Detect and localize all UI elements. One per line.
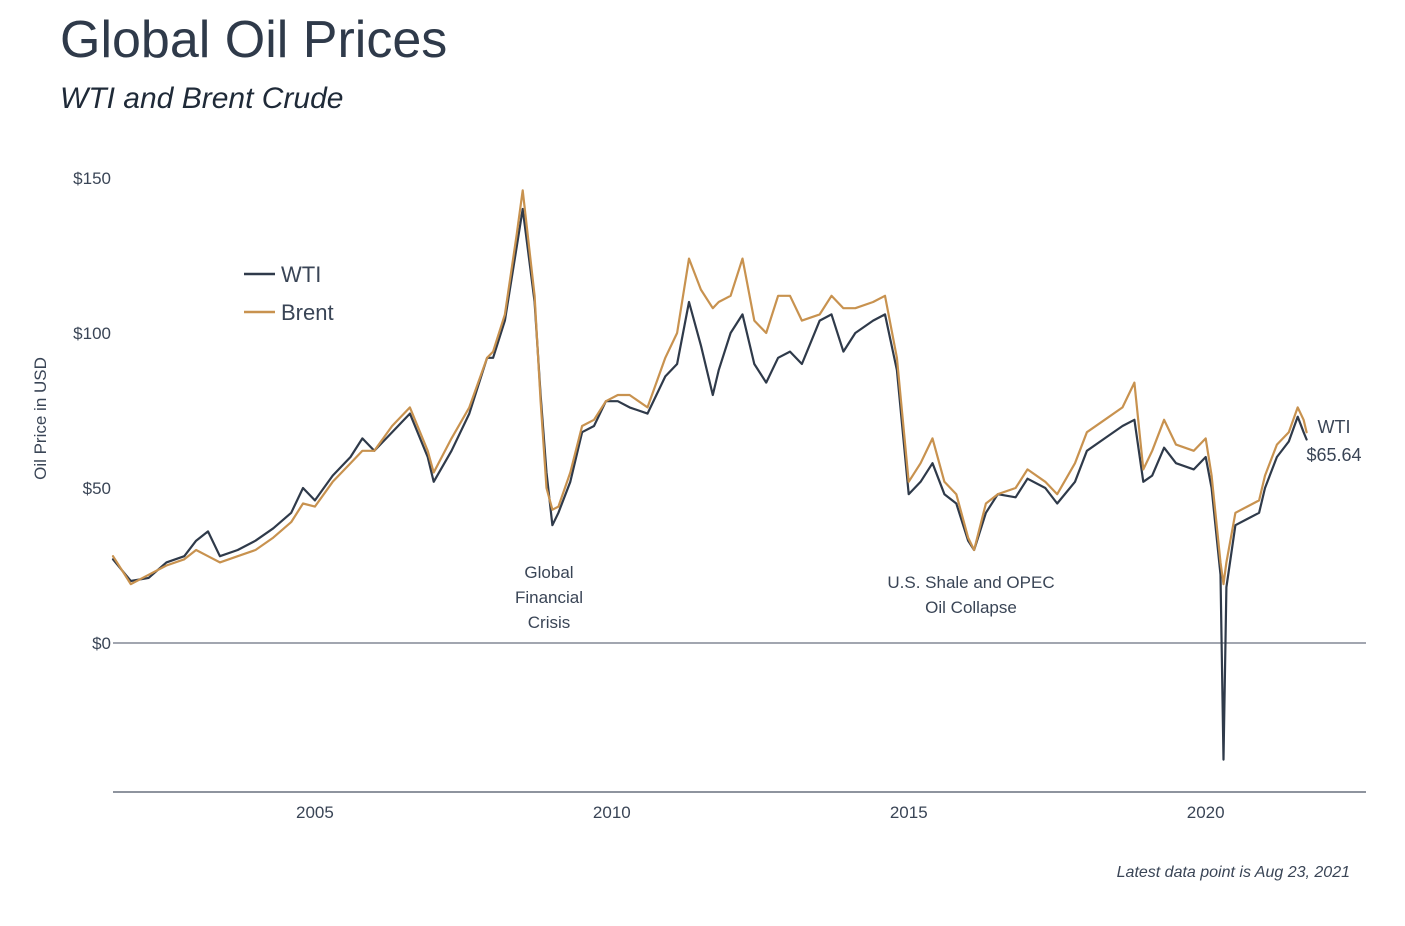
x-tick-label: 2010 [593, 803, 631, 822]
end-label-value: $65.64 [1306, 445, 1361, 465]
x-tick-label: 2005 [296, 803, 334, 822]
x-axis: 2005 2010 2015 2020 [113, 791, 1366, 822]
y-axis-title: Oil Price in USD [31, 357, 50, 480]
annotation-gfc-line: Global [524, 563, 573, 582]
annotation-gfc-line: Financial [515, 588, 583, 607]
chart-title: Global Oil Prices [60, 11, 448, 69]
x-tick-label: 2015 [890, 803, 928, 822]
y-tick-label: $50 [83, 479, 111, 498]
annotation-gfc-line: Crisis [528, 613, 571, 632]
latest-data-footnote: Latest data point is Aug 23, 2021 [1116, 864, 1350, 881]
series-line-wti [111, 207, 1308, 761]
y-tick-label: $150 [73, 169, 111, 188]
annotation-shale-line: U.S. Shale and OPEC [887, 573, 1054, 592]
series-line-brent [111, 189, 1308, 586]
y-axis-ticks: $150 $100 $50 $0 [73, 169, 111, 653]
y-tick-label: $100 [73, 324, 111, 343]
wti-end-label: WTI $65.64 [1306, 417, 1361, 465]
legend-label-brent: Brent [281, 300, 334, 325]
annotations: Global Financial Crisis U.S. Shale and OPEC… [515, 563, 1055, 632]
end-label-series-name: WTI [1318, 417, 1351, 437]
series-layer [111, 189, 1308, 761]
legend-label-wti: WTI [281, 262, 321, 287]
x-tick-label: 2020 [1187, 803, 1225, 822]
y-tick-label: $0 [92, 634, 111, 653]
annotation-shale-line: Oil Collapse [925, 598, 1017, 617]
chart-subtitle: WTI and Brent Crude [60, 82, 344, 115]
legend: WTI Brent [244, 262, 334, 325]
